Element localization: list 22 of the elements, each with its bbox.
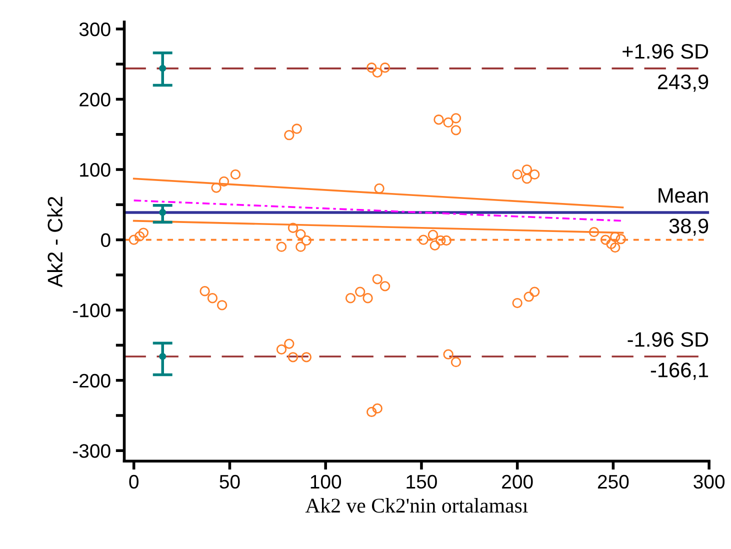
annotation: 38,9 — [669, 218, 708, 236]
y-tick-label: 200 — [80, 92, 110, 106]
ref-line-label: Mean — [658, 188, 708, 203]
x-tick-label: 0 — [129, 474, 139, 489]
annotation: 243,9 — [658, 74, 708, 92]
y-axis-title: Ak2 - Ck2 — [47, 196, 62, 288]
x-tick-label: 100 — [310, 474, 342, 489]
ref-line-label: -1.96 SD — [628, 332, 708, 347]
y-tick-label: -100 — [73, 304, 110, 318]
annotation: -166,1 — [650, 362, 708, 380]
x-tick-label: 300 — [694, 474, 725, 489]
x-axis-title: Ak2 ve Ck2'nin ortalaması — [305, 498, 528, 513]
ref-line-label: +1.96 SD — [622, 44, 708, 59]
y-tick-label: -300 — [73, 444, 110, 458]
y-tick-label: 300 — [79, 22, 110, 36]
x-tick-label: 50 — [220, 474, 240, 489]
x-tick-label: 150 — [406, 474, 437, 489]
y-tick-label: -200 — [73, 374, 110, 388]
y-tick-label: 100 — [80, 163, 110, 177]
x-tick-label: 200 — [502, 474, 533, 489]
x-tick-label: 250 — [598, 474, 629, 489]
y-tick-label: 0 — [101, 233, 110, 248]
